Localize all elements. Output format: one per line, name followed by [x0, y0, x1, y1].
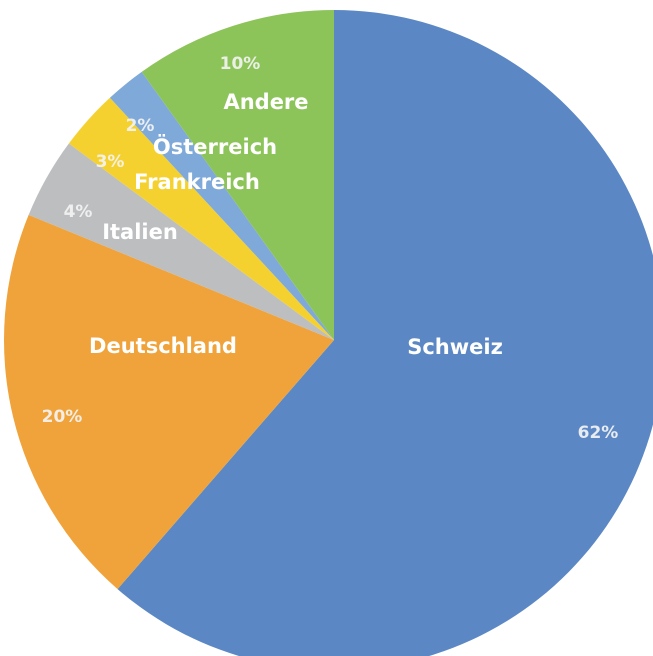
pie-slice: [4, 214, 334, 590]
slice-label: Schweiz: [407, 335, 503, 359]
pie-slice: [109, 71, 334, 341]
value-label: 3%: [96, 152, 125, 172]
pie-slice: [141, 10, 334, 340]
pie-slice: [117, 10, 653, 656]
pie-slice: [68, 97, 334, 341]
value-label: 2%: [126, 116, 155, 136]
slice-label: Frankreich: [134, 170, 260, 194]
slice-label: Deutschland: [89, 334, 237, 358]
value-label: 10%: [220, 54, 261, 74]
slice-label: Italien: [102, 220, 178, 244]
pie-slice: [28, 143, 335, 340]
value-label: 20%: [42, 407, 83, 427]
slice-label: Österreich: [153, 134, 277, 159]
value-label: 62%: [578, 423, 619, 443]
value-label: 4%: [64, 202, 93, 222]
slice-label: Andere: [223, 90, 308, 114]
